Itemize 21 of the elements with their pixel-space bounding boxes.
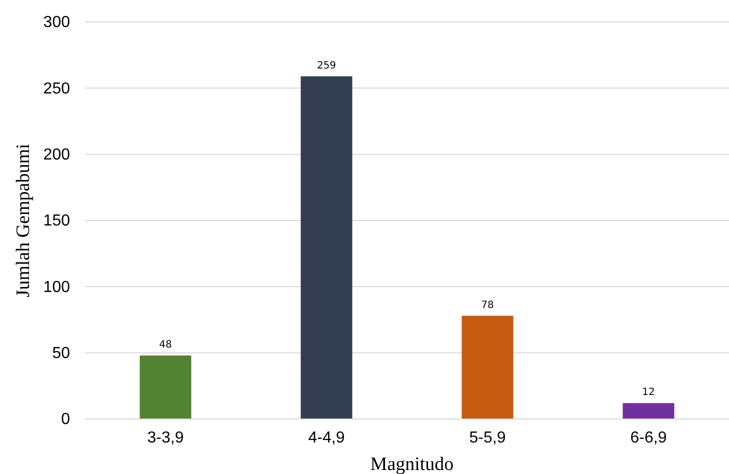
x-tick-label: 3-3,9 xyxy=(147,429,184,446)
data-label: 12 xyxy=(642,387,655,398)
bar xyxy=(300,76,352,419)
data-label: 259 xyxy=(316,60,336,72)
y-axis-title: Jumlah Gempabumi xyxy=(13,144,34,298)
bar xyxy=(140,355,192,419)
bar xyxy=(462,316,514,419)
y-tick-label: 300 xyxy=(43,14,70,32)
y-tick-label: 0 xyxy=(61,411,70,428)
y-tick-label: 50 xyxy=(52,344,70,362)
y-tick-label: 100 xyxy=(43,278,70,296)
x-tick-label: 5-5,9 xyxy=(469,429,506,446)
bar xyxy=(622,403,674,419)
x-axis-title: Magnitudo xyxy=(370,454,454,474)
y-tick-label: 200 xyxy=(43,146,70,164)
x-tick-label: 6-6,9 xyxy=(630,429,667,446)
y-tick-label: 150 xyxy=(43,212,70,230)
x-tick-label: 4-4,9 xyxy=(308,429,345,446)
data-label: 48 xyxy=(159,339,172,350)
data-label: 78 xyxy=(481,300,494,311)
y-tick-label: 250 xyxy=(43,80,70,98)
